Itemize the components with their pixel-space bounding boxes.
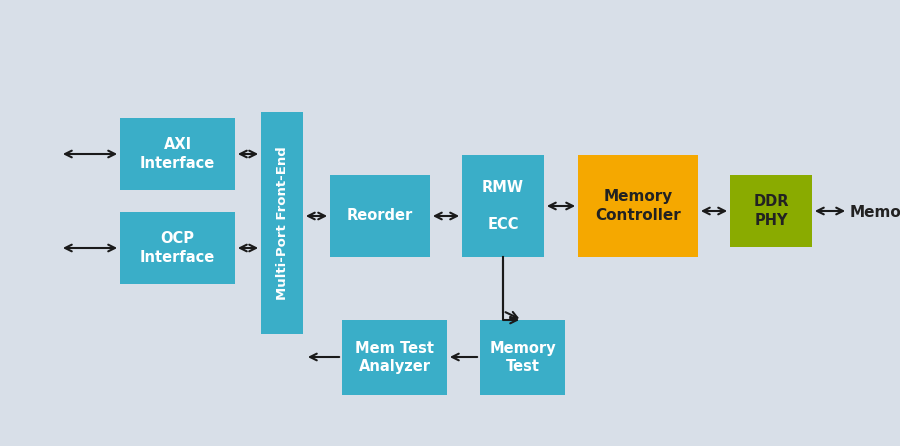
Text: Multi-Port Front-End: Multi-Port Front-End — [275, 146, 289, 300]
Bar — [342, 320, 447, 395]
Text: AXI
Interface: AXI Interface — [140, 137, 215, 171]
Bar — [261, 112, 303, 334]
Bar — [480, 320, 565, 395]
Bar — [578, 155, 698, 257]
Text: Memory
Test: Memory Test — [490, 341, 556, 374]
Text: RMW

ECC: RMW ECC — [482, 180, 524, 232]
Text: Reorder: Reorder — [346, 208, 413, 223]
Text: DDR
PHY: DDR PHY — [753, 194, 788, 228]
Text: OCP
Interface: OCP Interface — [140, 231, 215, 265]
Bar — [120, 212, 235, 284]
Text: Memory
Controller: Memory Controller — [595, 189, 681, 223]
Text: Memory: Memory — [850, 205, 900, 219]
Bar — [462, 155, 544, 257]
Text: Mem Test
Analyzer: Mem Test Analyzer — [355, 341, 434, 374]
Bar — [730, 175, 812, 247]
Bar — [330, 175, 430, 257]
Bar — [120, 118, 235, 190]
